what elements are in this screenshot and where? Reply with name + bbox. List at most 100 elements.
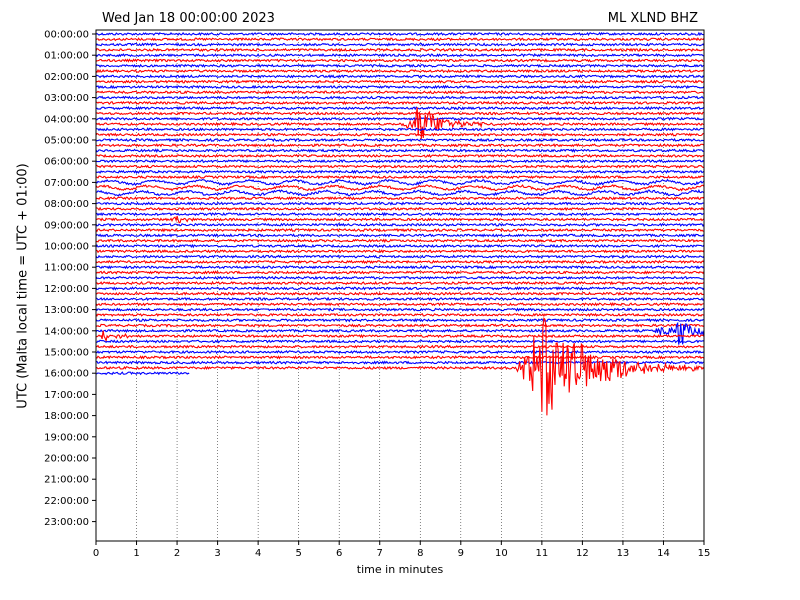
trace-17 bbox=[95, 107, 705, 139]
x-tick-label-10: 10 bbox=[495, 548, 508, 559]
trace-50 bbox=[95, 296, 705, 302]
trace-47 bbox=[95, 280, 705, 286]
station-title: ML XLND BHZ bbox=[607, 11, 698, 26]
chart-date-title: Wed Jan 18 00:00:00 2023 bbox=[102, 11, 275, 26]
trace-19 bbox=[95, 132, 705, 138]
y-tick-label-2: 02:00:00 bbox=[44, 72, 89, 83]
trace-27 bbox=[95, 174, 705, 180]
trace-32 bbox=[95, 201, 705, 206]
trace-9 bbox=[95, 79, 705, 84]
trace-14 bbox=[95, 106, 705, 111]
trace-61 bbox=[95, 355, 705, 360]
trace-21 bbox=[95, 143, 705, 148]
y-tick-label-3: 03:00:00 bbox=[44, 93, 89, 104]
trace-8 bbox=[95, 74, 705, 79]
trace-34 bbox=[95, 211, 705, 217]
trace-25 bbox=[96, 164, 705, 169]
trace-38 bbox=[95, 233, 705, 238]
y-tick-label-17: 17:00:00 bbox=[44, 390, 89, 401]
trace-31 bbox=[95, 196, 705, 201]
y-tick-label-8: 08:00:00 bbox=[44, 199, 89, 210]
trace-45 bbox=[95, 270, 705, 275]
y-tick-label-0: 00:00:00 bbox=[44, 30, 89, 41]
x-tick-label-14: 14 bbox=[657, 548, 670, 559]
grid-lines bbox=[136, 30, 664, 541]
y-tick-label-20: 20:00:00 bbox=[44, 454, 89, 465]
y-tick-label-9: 09:00:00 bbox=[44, 220, 89, 231]
trace-46 bbox=[95, 275, 705, 281]
trace-54 bbox=[95, 317, 705, 323]
trace-22 bbox=[95, 148, 705, 154]
y-tick-label-5: 05:00:00 bbox=[44, 136, 89, 147]
trace-55 bbox=[95, 323, 705, 328]
y-tick-label-21: 21:00:00 bbox=[44, 475, 89, 486]
trace-59 bbox=[95, 344, 705, 349]
x-tick-label-6: 6 bbox=[336, 548, 342, 559]
trace-44 bbox=[95, 264, 705, 270]
trace-23 bbox=[95, 153, 705, 159]
x-tick-label-13: 13 bbox=[617, 548, 630, 559]
trace-6 bbox=[95, 63, 705, 68]
trace-36 bbox=[95, 222, 705, 228]
trace-2 bbox=[95, 42, 705, 47]
y-tick-label-12: 12:00:00 bbox=[44, 284, 89, 295]
trace-15 bbox=[95, 111, 705, 116]
trace-13 bbox=[95, 100, 705, 106]
trace-3 bbox=[95, 47, 705, 53]
plot-frame bbox=[95, 29, 705, 542]
trace-49 bbox=[95, 291, 705, 296]
y-tick-label-11: 11:00:00 bbox=[44, 263, 89, 274]
x-tick-label-2: 2 bbox=[174, 548, 180, 559]
x-tick-label-12: 12 bbox=[576, 548, 589, 559]
trace-33 bbox=[96, 206, 705, 212]
trace-41 bbox=[96, 249, 705, 254]
x-tick-label-11: 11 bbox=[535, 548, 548, 559]
trace-26 bbox=[95, 169, 705, 175]
x-tick-label-15: 15 bbox=[698, 548, 711, 559]
trace-1 bbox=[95, 37, 705, 42]
trace-4 bbox=[95, 53, 705, 58]
trace-63 bbox=[95, 317, 705, 416]
x-tick-label-5: 5 bbox=[295, 548, 301, 559]
x-tick-label-9: 9 bbox=[458, 548, 464, 559]
trace-5 bbox=[95, 58, 705, 63]
y-tick-label-23: 23:00:00 bbox=[44, 517, 89, 528]
trace-35 bbox=[95, 215, 705, 224]
trace-48 bbox=[95, 286, 705, 291]
trace-24 bbox=[95, 159, 705, 164]
trace-11 bbox=[95, 90, 705, 95]
x-tick-label-7: 7 bbox=[377, 548, 383, 559]
trace-56 bbox=[95, 321, 705, 345]
trace-10 bbox=[95, 84, 705, 90]
y-tick-label-19: 19:00:00 bbox=[44, 432, 89, 443]
y-tick-label-7: 07:00:00 bbox=[44, 178, 89, 189]
y-tick-label-14: 14:00:00 bbox=[44, 326, 89, 337]
trace-30 bbox=[95, 189, 705, 197]
y-tick-label-15: 15:00:00 bbox=[44, 348, 89, 359]
y-tick-label-6: 06:00:00 bbox=[44, 157, 89, 168]
x-tick-label-4: 4 bbox=[255, 548, 261, 559]
trace-16 bbox=[96, 116, 705, 122]
trace-0 bbox=[95, 31, 705, 37]
x-axis-label: time in minutes bbox=[356, 563, 444, 576]
trace-57 bbox=[95, 330, 705, 343]
trace-37 bbox=[95, 227, 705, 233]
y-tick-label-16: 16:00:00 bbox=[44, 369, 89, 380]
trace-20 bbox=[95, 137, 705, 143]
y-tick-label-1: 01:00:00 bbox=[44, 51, 89, 62]
trace-42 bbox=[95, 254, 705, 259]
x-tick-label-3: 3 bbox=[214, 548, 220, 559]
y-tick-label-22: 22:00:00 bbox=[44, 496, 89, 507]
y-tick-label-13: 13:00:00 bbox=[44, 305, 89, 316]
trace-58 bbox=[95, 339, 705, 344]
y-axis-label: UTC (Malta local time = UTC + 01:00) bbox=[15, 163, 31, 409]
trace-29 bbox=[95, 184, 705, 192]
y-tick-label-18: 18:00:00 bbox=[44, 411, 89, 422]
trace-28 bbox=[95, 178, 705, 187]
trace-7 bbox=[95, 68, 705, 74]
trace-40 bbox=[95, 243, 705, 249]
trace-53 bbox=[95, 312, 705, 318]
axes: 0 1 2 3 4 5 6 7 8 9 10 11 12 13 14 1500:00:0001:00:0002… bbox=[44, 29, 711, 559]
x-tick-label-8: 8 bbox=[417, 548, 423, 559]
